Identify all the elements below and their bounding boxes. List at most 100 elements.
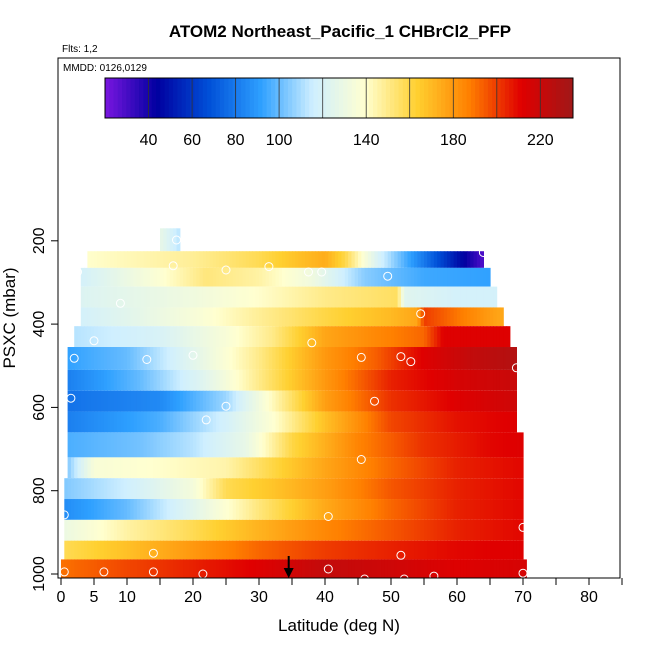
colorbar-segment — [564, 78, 570, 118]
heat-cell — [133, 286, 138, 308]
heat-cell — [325, 457, 329, 479]
heat-cell — [130, 457, 135, 479]
heat-cell — [295, 559, 300, 579]
heat-cell — [503, 519, 508, 541]
heat-cell — [110, 251, 115, 268]
heat-cell — [298, 267, 303, 287]
heat-cell — [374, 390, 379, 412]
heat-cell — [480, 267, 484, 287]
heat-cell — [463, 457, 468, 479]
heat-cell — [404, 457, 409, 479]
heat-cell — [493, 326, 498, 348]
heat-cell — [169, 347, 174, 370]
heat-cell — [364, 478, 369, 500]
heat-cell — [410, 457, 415, 479]
heat-cell — [453, 499, 458, 520]
heat-cell — [387, 432, 392, 458]
data-point — [478, 248, 488, 257]
heat-cell — [275, 432, 280, 458]
heat-cell — [364, 519, 369, 541]
heat-cell — [278, 411, 283, 433]
heat-cell — [295, 307, 300, 327]
heat-cell — [242, 519, 247, 541]
heat-cell — [315, 519, 319, 541]
heat-cell — [199, 251, 204, 268]
heat-cell — [100, 559, 105, 579]
heat-cell — [130, 369, 135, 391]
heat-cell — [394, 267, 399, 287]
heat-cell — [249, 540, 253, 560]
heat-cell — [176, 390, 181, 412]
colorbar-segment — [419, 78, 425, 118]
heat-cell — [219, 251, 224, 268]
heat-cell — [506, 540, 511, 560]
heat-cell — [229, 326, 234, 348]
heat-cell — [410, 432, 415, 458]
heat-cell — [407, 326, 412, 348]
heat-cell — [163, 228, 168, 252]
heat-cell — [87, 369, 92, 391]
heat-cell — [480, 307, 484, 327]
heat-cell — [169, 286, 174, 308]
colorbar-segment — [211, 78, 217, 118]
heat-cell — [127, 390, 131, 412]
heat-cell — [417, 457, 422, 479]
heat-cell — [311, 347, 316, 370]
heat-cell — [305, 478, 310, 500]
heat-cell — [450, 326, 455, 348]
heat-cell — [315, 390, 319, 412]
heat-cell — [206, 499, 211, 520]
heat-cell — [202, 347, 207, 370]
heat-cell — [262, 519, 267, 541]
heat-cell — [338, 540, 343, 560]
heat-cell — [133, 540, 138, 560]
heat-cell — [90, 499, 95, 520]
heat-cell — [100, 251, 105, 268]
heat-cell — [476, 347, 481, 370]
heat-cell — [470, 267, 475, 287]
heat-cell — [450, 540, 455, 560]
heat-cell — [433, 411, 438, 433]
heat-cell — [361, 540, 366, 560]
heat-cell — [216, 390, 220, 412]
colorbar-segment — [156, 78, 161, 118]
heat-cell — [219, 390, 224, 412]
heat-cell — [193, 540, 197, 560]
heat-cell — [262, 540, 267, 560]
heat-cell — [278, 519, 283, 541]
heat-cell — [252, 457, 257, 479]
heat-cell — [384, 369, 389, 391]
heat-cell — [232, 457, 237, 479]
heat-cell — [97, 457, 102, 479]
heat-cell — [358, 559, 362, 579]
heat-cell — [163, 307, 168, 327]
heat-cell — [77, 519, 82, 541]
heat-cell — [166, 411, 171, 433]
heat-cell — [447, 478, 451, 500]
heat-cell — [252, 432, 257, 458]
heat-cell — [473, 457, 478, 479]
heat-cell — [94, 457, 98, 479]
heat-cell — [374, 251, 379, 268]
heat-cell — [245, 432, 250, 458]
heat-cell — [295, 540, 300, 560]
heat-cell — [450, 499, 455, 520]
heat-cell — [400, 411, 405, 433]
heat-cell — [100, 286, 105, 308]
heat-cell — [169, 519, 174, 541]
heat-cell — [127, 499, 131, 520]
heat-cell — [143, 369, 148, 391]
heat-cell — [424, 540, 428, 560]
heat-cell — [117, 478, 121, 500]
heat-cell — [331, 540, 336, 560]
heat-cell — [183, 499, 187, 520]
heat-cell — [245, 559, 250, 579]
heat-cell — [196, 519, 201, 541]
colorbar-tick-label: 80 — [227, 132, 245, 149]
heat-cell — [117, 519, 121, 541]
data-point — [396, 352, 406, 362]
heat-cell — [387, 286, 392, 308]
heat-cell — [407, 519, 412, 541]
heat-cell — [473, 478, 478, 500]
heat-cell — [97, 411, 102, 433]
